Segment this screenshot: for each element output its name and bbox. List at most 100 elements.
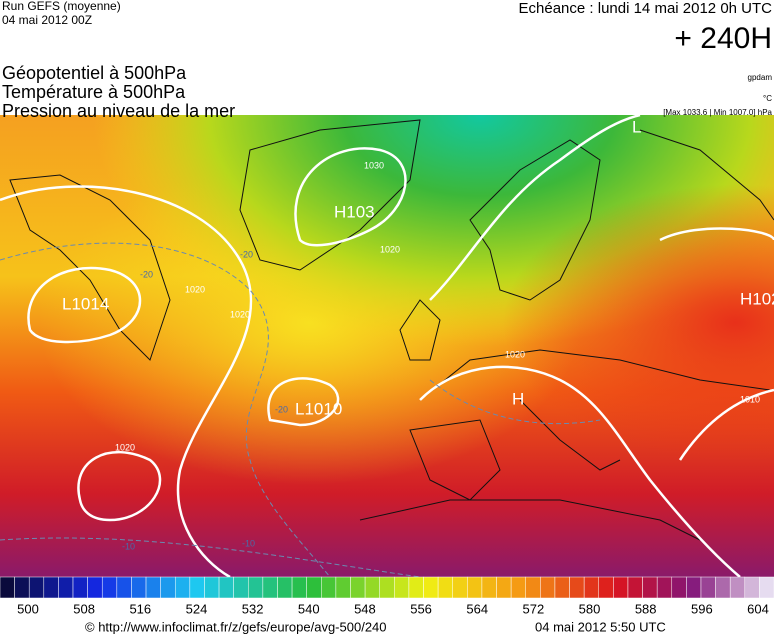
colorbar-swatch bbox=[437, 576, 453, 599]
colorbar-swatch bbox=[656, 576, 673, 599]
colorbar-label: 596 bbox=[691, 601, 713, 616]
colorbar-swatch bbox=[350, 576, 366, 599]
isobar-label: 1030 bbox=[364, 160, 384, 170]
unit-label: [Max 1033.6 | Min 1007.0] hPa bbox=[663, 108, 772, 117]
colorbar-label: 556 bbox=[410, 601, 432, 616]
colorbar-swatch bbox=[306, 576, 322, 599]
colorbar-label: 588 bbox=[635, 601, 657, 616]
colorbar-swatch bbox=[0, 576, 15, 599]
colorbar-swatch bbox=[218, 576, 234, 599]
title: Géopotentiel à 500hPa bbox=[2, 63, 187, 83]
colorbar-swatch bbox=[715, 576, 731, 599]
colorbar-swatch bbox=[101, 576, 118, 599]
colorbar-swatch bbox=[642, 576, 658, 599]
colorbar-label: 516 bbox=[129, 601, 151, 616]
pressure-center: H bbox=[512, 389, 524, 408]
colorbar-swatch bbox=[583, 576, 600, 599]
colorbar-swatch bbox=[613, 576, 629, 599]
colorbar-swatch bbox=[569, 576, 585, 599]
unit-label: gpdam bbox=[748, 73, 773, 82]
colorbar-label: 548 bbox=[354, 601, 376, 616]
colorbar-swatch bbox=[759, 576, 774, 599]
colorbar-swatch bbox=[364, 576, 380, 599]
isotherm-label: -20 bbox=[140, 269, 153, 279]
colorbar-label: 508 bbox=[73, 601, 95, 616]
colorbar-swatch bbox=[160, 576, 176, 599]
colorbar-swatch bbox=[174, 576, 191, 599]
isobar-label: 1020 bbox=[115, 442, 135, 452]
colorbar-label: 580 bbox=[579, 601, 601, 616]
pressure-center: H102 bbox=[740, 289, 774, 308]
colorbar-swatch bbox=[627, 576, 643, 599]
colorbar-swatch bbox=[525, 576, 541, 599]
colorbar-swatch bbox=[671, 576, 687, 599]
colorbar-swatch bbox=[72, 576, 88, 599]
colorbar-swatch bbox=[87, 576, 103, 599]
pressure-center: H103 bbox=[334, 202, 375, 221]
colorbar-swatch bbox=[554, 576, 570, 599]
colorbar-swatch bbox=[189, 576, 205, 599]
isobar-label: 1020 bbox=[380, 244, 400, 254]
colorbar-swatch bbox=[335, 576, 351, 599]
pressure-center: L bbox=[632, 117, 641, 136]
colorbar-swatch bbox=[379, 576, 395, 599]
title: Température à 500hPa bbox=[2, 82, 186, 102]
colorbar: 500 508 516 524 532 540 548 556 564 572 580 588 596 6… bbox=[0, 576, 774, 616]
isobars bbox=[0, 113, 774, 579]
colorbar-swatch bbox=[14, 576, 30, 599]
colorbar-swatch bbox=[131, 576, 147, 599]
colorbar-swatch bbox=[700, 576, 716, 599]
colorbar-swatch bbox=[43, 576, 59, 599]
colorbar-swatch bbox=[467, 576, 483, 599]
isotherm-label: -10 bbox=[242, 538, 255, 548]
colorbar-swatch bbox=[408, 576, 424, 599]
isobar-label: 1020 bbox=[185, 284, 205, 294]
colorbar-swatch bbox=[686, 576, 702, 599]
colorbar-label: 540 bbox=[298, 601, 320, 616]
colorbar-label: 500 bbox=[17, 601, 39, 616]
colorbar-label: 564 bbox=[466, 601, 488, 616]
colorbar-label: 572 bbox=[523, 601, 545, 616]
colorbar-swatch bbox=[277, 576, 293, 599]
lead-time: + 240H bbox=[674, 22, 772, 55]
pressure-center: L1014 bbox=[62, 294, 109, 313]
colorbar-label: 532 bbox=[242, 601, 264, 616]
colorbar-swatch bbox=[540, 576, 556, 599]
map-field bbox=[0, 115, 774, 577]
isotherms bbox=[0, 242, 601, 578]
isobar-label: 1020 bbox=[505, 349, 525, 359]
colorbar-label: 524 bbox=[186, 601, 208, 616]
unit-label: °C bbox=[763, 94, 772, 103]
colorbar-swatch bbox=[598, 576, 614, 599]
run-date: 04 mai 2012 00Z bbox=[2, 13, 92, 27]
colorbar-swatch bbox=[510, 576, 526, 599]
colorbar-swatch bbox=[729, 576, 746, 599]
pressure-center: L1010 bbox=[295, 399, 342, 418]
colorbar-swatch bbox=[321, 576, 337, 599]
colorbar-swatch bbox=[423, 576, 439, 599]
colorbar-label: 604 bbox=[747, 601, 769, 616]
colorbar-swatch bbox=[116, 576, 132, 599]
colorbar-swatch bbox=[291, 576, 307, 599]
colorbar-swatch bbox=[204, 576, 220, 599]
colorbar-swatch bbox=[145, 576, 161, 599]
coastlines bbox=[9, 119, 774, 541]
title: Pression au niveau de la mer bbox=[2, 101, 235, 121]
colorbar-swatch bbox=[481, 576, 497, 599]
isotherm-label: -20 bbox=[240, 249, 253, 259]
colorbar-swatch bbox=[496, 576, 512, 599]
isotherm-label: -20 bbox=[275, 404, 288, 414]
run-name: Run GEFS (moyenne) bbox=[2, 0, 121, 13]
isobar-label: 1020 bbox=[230, 309, 250, 319]
colorbar-swatch bbox=[58, 576, 74, 599]
forecast-time: Echéance : lundi 14 mai 2012 0h UTC bbox=[519, 0, 773, 17]
colorbar-swatch bbox=[248, 576, 264, 599]
footer-time: 04 mai 2012 5:50 UTC bbox=[535, 619, 666, 634]
map: L1014 H103 L1010 H L H102 1030 1020 1020… bbox=[0, 113, 774, 579]
colorbar-swatch bbox=[262, 576, 278, 599]
isobar-label: 1010 bbox=[740, 394, 760, 404]
colorbar-swatch bbox=[394, 576, 410, 599]
isotherm-label: -10 bbox=[122, 541, 135, 551]
